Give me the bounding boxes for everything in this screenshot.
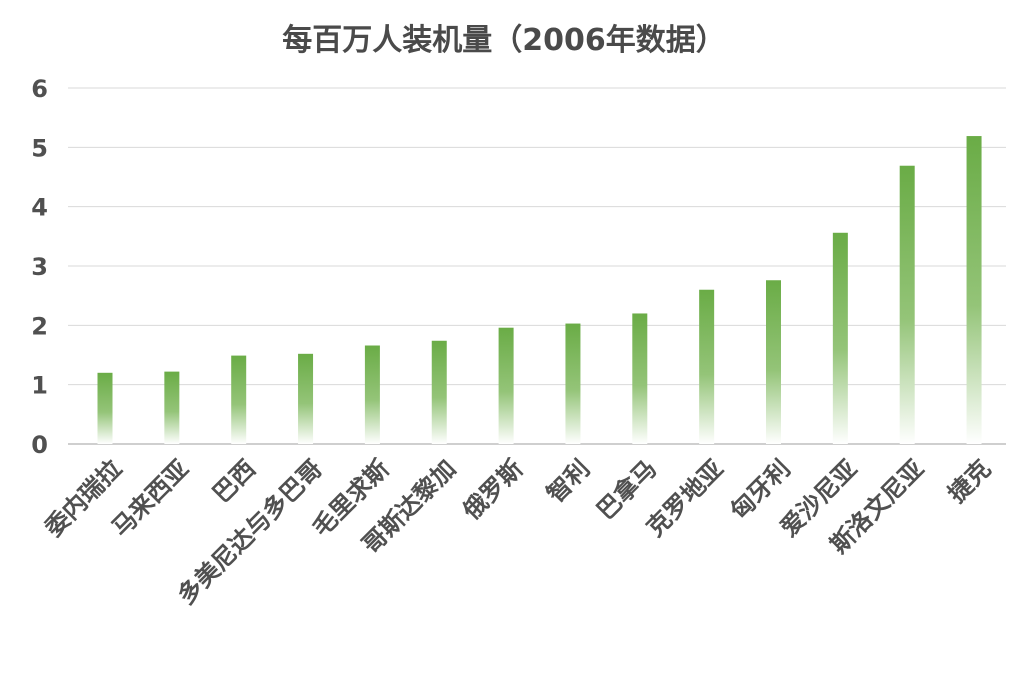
bar	[766, 280, 781, 444]
y-axis-ticks: 0 1 2 3 4 5 6	[31, 75, 48, 459]
x-tick-label: 俄罗斯	[457, 454, 528, 525]
bar	[699, 289, 715, 444]
bar	[364, 345, 380, 444]
y-tick-label: 5	[31, 134, 48, 162]
bar	[899, 165, 915, 444]
bar	[231, 355, 247, 444]
y-tick-label: 2	[31, 312, 48, 340]
y-tick-label: 4	[31, 194, 48, 222]
y-tick-label: 3	[31, 253, 48, 281]
bar	[298, 353, 314, 444]
bar	[632, 313, 648, 444]
bar	[966, 136, 982, 444]
x-tick-label: 巴西	[207, 454, 261, 508]
x-tick-label: 智利	[541, 454, 595, 508]
y-tick-label: 1	[31, 372, 48, 400]
bar	[97, 372, 113, 444]
bar	[498, 327, 514, 444]
grid-lines	[68, 87, 1006, 445]
bar	[565, 323, 581, 444]
bars	[97, 136, 982, 444]
bar	[431, 340, 447, 444]
x-tick-label: 捷克	[943, 454, 997, 508]
y-tick-label: 0	[31, 431, 48, 459]
y-tick-label: 6	[31, 75, 48, 103]
bar	[164, 371, 180, 444]
bar	[832, 232, 848, 444]
chart-title: 每百万人装机量（2006年数据）	[282, 23, 726, 58]
